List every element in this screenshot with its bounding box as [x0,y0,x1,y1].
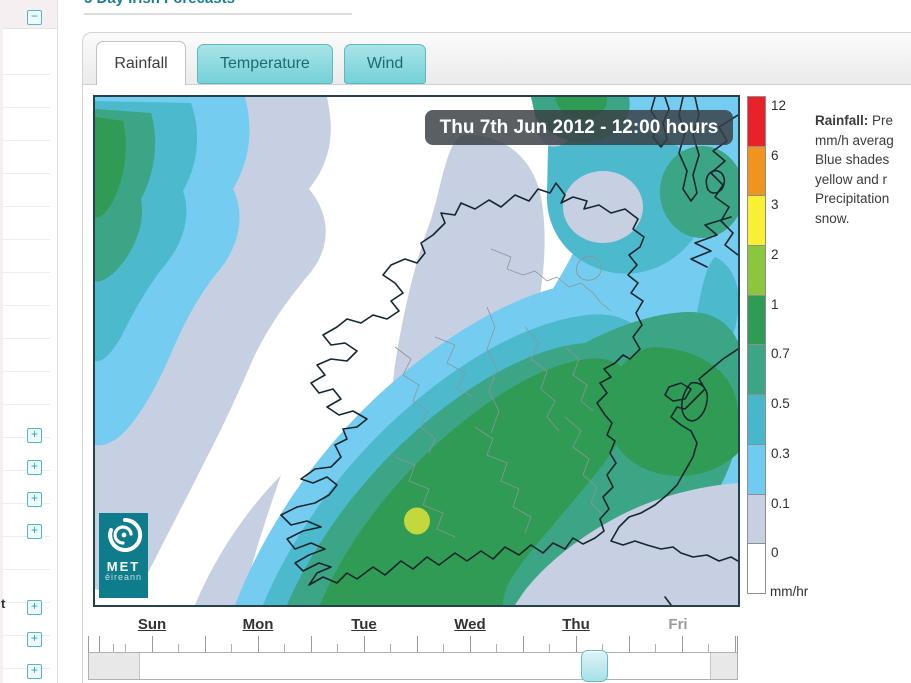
slider-thumb[interactable] [581,650,608,682]
expand-icon[interactable]: + [27,460,42,475]
slider-track-right-cap [710,653,737,679]
expand-icon[interactable]: + [27,600,42,615]
title-divider [84,13,352,15]
rainfall-legend: 12 6 3 2 1 0.7 0.5 0.3 0.1 0 [747,96,790,594]
day-label-tue[interactable]: Tue [351,616,377,633]
map-timestamp: Thu 7th Jun 2012 - 12:00 hours [425,110,733,145]
time-slider: Sun Mon Tue Wed Thu Fri [88,616,738,682]
legend-description: Rainfall: Pre mm/h averag Blue shades ye… [815,113,894,226]
rainfall-contours [95,97,738,605]
cyclone-spiral-icon [107,517,142,552]
sidebar-edge-strip [0,0,3,683]
legend-band: 0.7 [747,344,790,396]
slider-track[interactable] [88,650,738,682]
legend-band: 12 [747,96,786,147]
expand-icon[interactable]: + [27,632,42,647]
expand-icon[interactable]: + [27,664,42,679]
tab-wind[interactable]: Wind [343,44,427,84]
page-title: 5 Day Irish Forecasts [84,0,235,7]
legend-band: 3 [747,195,779,247]
legend-band: 0.3 [747,443,790,495]
expand-icon[interactable]: + [27,428,42,443]
rainfall-map: Thu 7th Jun 2012 - 12:00 hours MET éirea… [93,95,740,607]
day-label-sun[interactable]: Sun [137,616,167,633]
slider-track-left-cap [89,653,140,679]
tab-temperature[interactable]: Temperature [197,44,333,84]
day-label-fri: Fri [668,616,688,633]
day-label-thu[interactable]: Thu [562,616,590,633]
legend-band: 0.5 [747,394,790,445]
slider-tick-ruler [88,636,738,652]
day-label-mon[interactable]: Mon [242,616,274,633]
day-label-wed[interactable]: Wed [454,616,486,633]
minor-ticks [89,644,737,652]
expand-icon[interactable]: + [27,524,42,539]
tab-rainfall[interactable]: Rainfall [96,41,186,85]
sidebar-row-separators [0,42,50,683]
legend-unit: mm/hr [770,584,809,599]
met-eireann-logo: MET éireann [99,513,148,598]
tab-bar: Rainfall Temperature Wind [82,32,911,85]
legend-band: 0 [747,543,779,594]
legend-band: 2 [747,245,779,296]
collapse-icon[interactable]: − [27,10,42,25]
logo-text-eireann: éireann [104,572,143,582]
expand-icon[interactable]: + [27,492,42,507]
logo-text-met: MET [106,559,141,574]
sidebar: − + + + + + + + t [0,0,58,683]
legend-band: 0.1 [747,493,790,545]
legend-band: 6 [747,145,779,197]
legend-band: 1 [747,294,779,346]
sidebar-item-label-partial: t [1,596,6,611]
